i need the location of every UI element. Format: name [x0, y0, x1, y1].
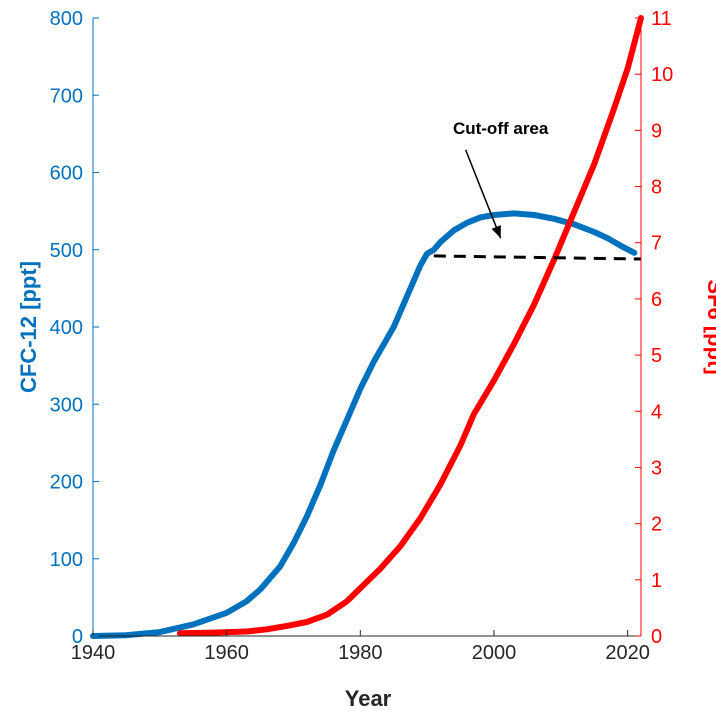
y-right-axis-label: SF6 [ppt]: [703, 279, 716, 374]
cutoff-dashed-line: [433, 254, 642, 261]
y-right-tick-label: 1: [651, 570, 662, 592]
y-right-tick-label: 4: [651, 401, 662, 423]
y-left-tick-label: 200: [50, 472, 83, 494]
y-right-tick-label: 7: [651, 233, 662, 255]
y-left-axis-label: CFC-12 [ppt]: [16, 261, 41, 393]
annotation-text: Cut-off area: [453, 119, 549, 138]
y-left-tick-label: 500: [50, 240, 83, 262]
y-right-tick-label: 8: [651, 177, 662, 199]
y-right-tick-label: 2: [651, 514, 662, 536]
x-axis-label: Year: [345, 686, 392, 711]
y-right-tick-label: 3: [651, 457, 662, 479]
y-left-tick-label: 800: [50, 8, 83, 30]
sf6-line: [176, 15, 644, 637]
y-right-tick-label: 11: [651, 8, 672, 30]
x-tick-label: 1940: [71, 642, 116, 664]
cfc12-line: [90, 210, 638, 639]
y-left-tick-label: 700: [50, 85, 83, 107]
y-left-tick-label: 100: [50, 549, 83, 571]
annotation-arrow-head: [491, 225, 501, 239]
y-left-tick-label: 600: [50, 163, 83, 185]
y-left-tick-label: 0: [72, 626, 83, 648]
y-left-tick-label: 300: [50, 394, 83, 416]
x-tick-label: 2000: [472, 642, 517, 664]
x-tick-label: 1980: [338, 642, 383, 664]
y-right-tick-label: 6: [651, 289, 662, 311]
y-right-tick-label: 5: [651, 345, 662, 367]
y-right-tick-label: 10: [651, 64, 673, 86]
x-tick-label: 2020: [605, 642, 650, 664]
y-right-tick-label: 9: [651, 120, 662, 142]
y-left-tick-label: 400: [50, 317, 83, 339]
annotation-arrow-line: [464, 149, 502, 239]
series-layer: [90, 15, 644, 639]
y-right-tick-label: 0: [651, 626, 662, 648]
ticks-layer: 1940 1960 1980 2000 202001002003004005006007…: [50, 8, 674, 664]
x-tick-label: 1960: [204, 642, 249, 664]
